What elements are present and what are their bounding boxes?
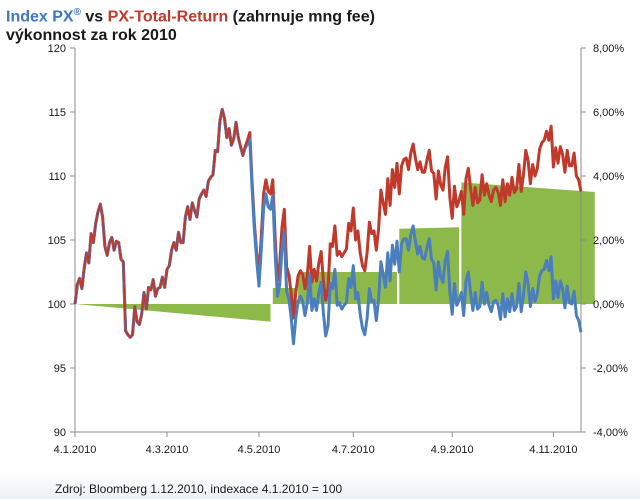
x-tick-label: 4.1.2010 (54, 444, 97, 456)
title-line-2: výkonnost za rok 2010 (6, 27, 177, 45)
x-tick-label: 4.3.2010 (146, 444, 189, 456)
right-tick-label: 0,00% (593, 299, 624, 311)
x-tick-label: 4.11.2010 (529, 444, 577, 456)
chart-title: Index PX® vs PX-Total-Return (zahrnuje m… (6, 3, 375, 45)
right-tick-label: -4,00% (593, 427, 628, 439)
title-vs: vs (80, 8, 108, 26)
chart-area: 90 95 100 105 110 115 120 -4,00% -2,00% 0,00% 2,00… (48, 43, 628, 456)
left-tick-label: 110 (48, 171, 66, 183)
diff-area-segment-4 (461, 182, 595, 304)
series-line-px-total-return-overlay (74, 108, 251, 339)
right-tick-label: 6,00% (593, 107, 624, 119)
right-tick-label: -2,00% (593, 363, 628, 375)
diff-area-segment-3 (399, 227, 460, 304)
left-tick-label: 95 (54, 363, 66, 375)
title-tr-name: PX-Total-Return (107, 8, 229, 26)
source-note: Zdroj: Bloomberg 1.12.2010, indexace 4.1… (55, 482, 343, 496)
tick-label-layer: 90 95 100 105 110 115 120 -4,00% -2,00% 0,00% 2,00… (48, 43, 628, 456)
x-tick-label: 4.9.2010 (431, 444, 474, 456)
left-tick-label: 100 (48, 299, 66, 311)
footer-band (0, 472, 640, 499)
diff-area-segment-0 (75, 304, 271, 322)
right-tick-label: 8,00% (593, 43, 624, 55)
series-line-layer (73, 107, 583, 346)
right-tick-label: 2,00% (593, 235, 624, 247)
title-px-name: Index PX (6, 8, 74, 26)
title-line-1: Index PX® vs PX-Total-Return (zahrnuje m… (6, 3, 375, 26)
left-tick-label: 120 (48, 43, 66, 55)
title-fee-note: (zahrnuje mng fee) (228, 8, 375, 26)
x-tick-label: 4.5.2010 (238, 444, 281, 456)
left-tick-label: 115 (48, 107, 66, 119)
right-tick-label: 4,00% (593, 171, 624, 183)
left-tick-label: 90 (54, 427, 66, 439)
axis-layer (70, 47, 586, 437)
left-tick-label: 105 (48, 235, 66, 247)
title-registered-mark: ® (73, 7, 81, 18)
x-tick-label: 4.7.2010 (332, 444, 375, 456)
